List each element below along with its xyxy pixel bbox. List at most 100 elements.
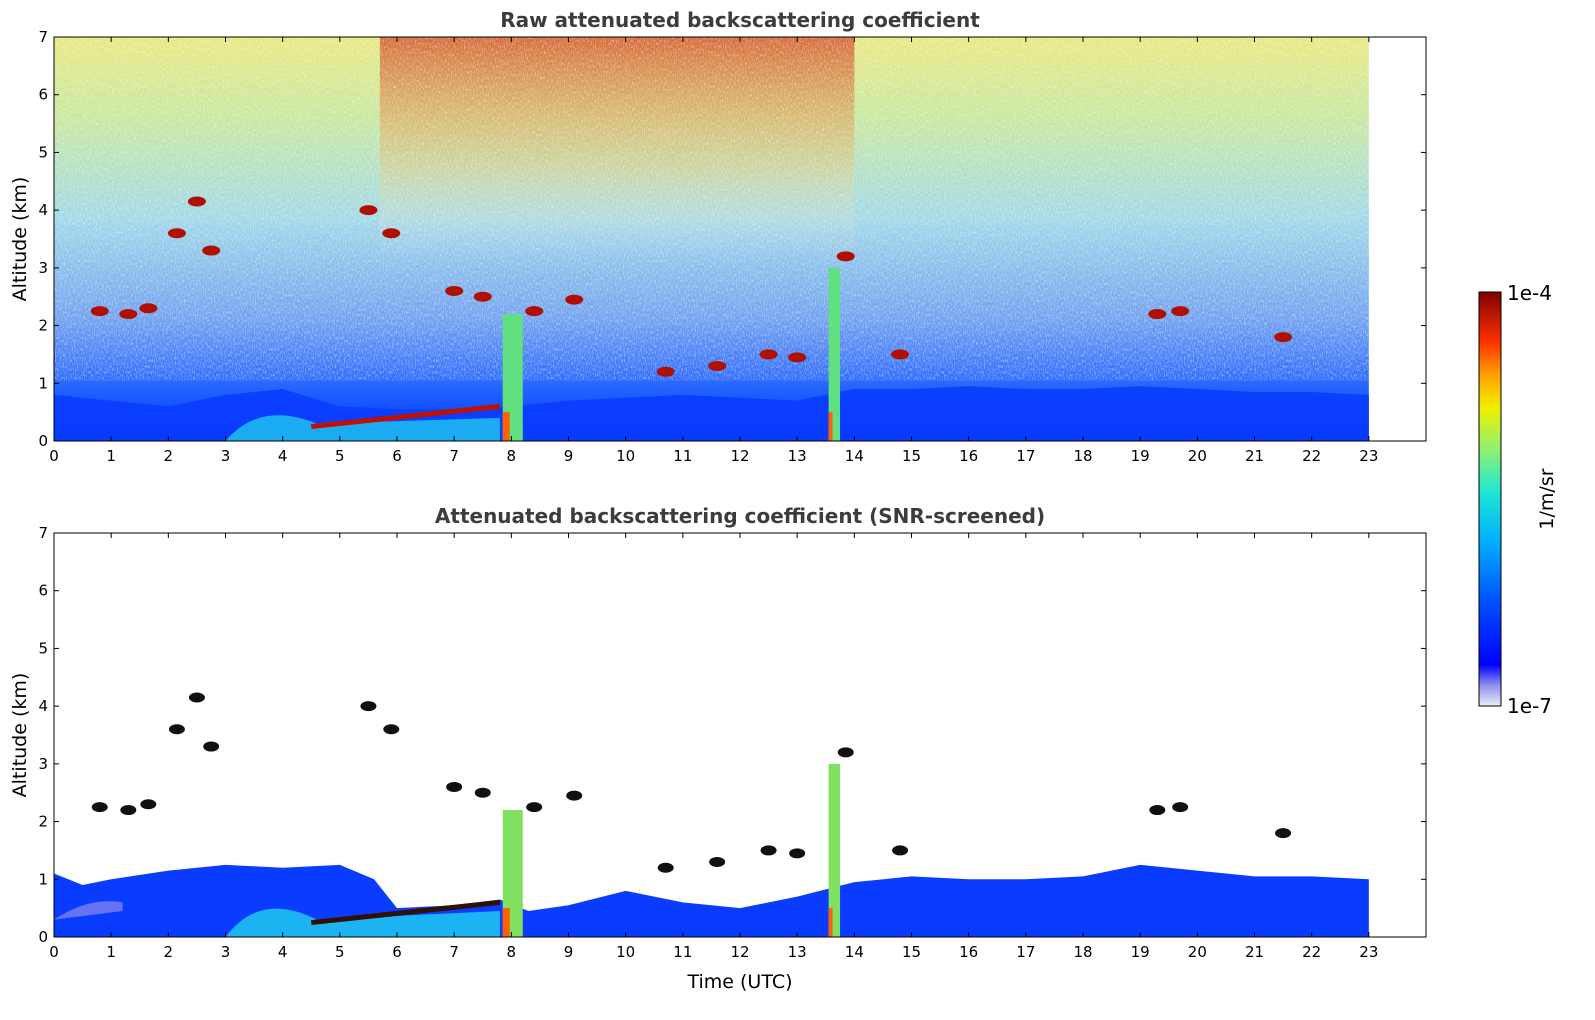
- raw-cloud-feature: [1171, 306, 1190, 317]
- x-tick-label: 17: [1016, 943, 1035, 961]
- x-tick-label: 1: [106, 447, 116, 465]
- raw-aerosol-layer: [310, 403, 501, 430]
- screened-cloud-feature: [1275, 828, 1292, 839]
- panel2-x-label: Time (UTC): [686, 971, 792, 993]
- x-tick-label: 16: [959, 943, 978, 961]
- screened-precipitation-column: [828, 763, 841, 937]
- screened-backscatter-panel: Attenuated backscattering coefficient (S…: [9, 504, 1427, 993]
- x-tick-label: 3: [221, 943, 231, 961]
- x-tick-label: 10: [616, 447, 635, 465]
- colorbar: 1e-4 1e-7 1/m/sr: [1478, 281, 1558, 718]
- raw-cloud-feature: [1148, 309, 1167, 320]
- screened-cloud-feature: [526, 802, 543, 813]
- panel1-title: Raw attenuated backscattering coefficien…: [500, 8, 980, 32]
- x-tick-label: 14: [845, 447, 864, 465]
- y-tick-label: 0: [38, 432, 48, 450]
- screened-cloud-feature: [789, 848, 806, 859]
- screened-aerosol-band: [225, 908, 500, 937]
- raw-cloud-feature: [187, 196, 206, 207]
- screened-precipitation-column: [502, 810, 523, 937]
- screened-cloud-feature: [446, 781, 463, 792]
- y-tick-label: 3: [38, 755, 48, 773]
- x-tick-label: 6: [392, 447, 402, 465]
- screened-cloud-feature: [657, 862, 674, 873]
- raw-cloud-feature: [473, 291, 492, 302]
- raw-aerosol-band: [225, 415, 500, 441]
- screened-backscatter-image: [54, 692, 1369, 937]
- raw-speckle: [54, 37, 1369, 381]
- x-tick-label: 21: [1245, 943, 1264, 961]
- x-tick-label: 9: [564, 447, 574, 465]
- x-tick-label: 13: [788, 447, 807, 465]
- raw-precipitation-core: [502, 412, 510, 441]
- panel2-title: Attenuated backscattering coefficient (S…: [435, 504, 1045, 528]
- raw-precipitation-column: [502, 314, 523, 441]
- x-tick-label: 19: [1131, 943, 1150, 961]
- x-tick-label: 8: [507, 943, 517, 961]
- screened-cloud-feature: [383, 724, 400, 735]
- panel2-x-ticks: 0 1 2 3 4 5 6 7 8 9 10 11 12 13 14 15 16 17 18 19 20 21 22 23: [49, 533, 1378, 961]
- x-tick-label: 2: [164, 943, 174, 961]
- x-tick-label: 22: [1302, 943, 1321, 961]
- x-tick-label: 12: [730, 943, 749, 961]
- colorbar-gradient: [1478, 291, 1502, 707]
- x-tick-label: 14: [845, 943, 864, 961]
- x-tick-label: 21: [1245, 447, 1264, 465]
- x-tick-label: 7: [449, 943, 459, 961]
- raw-cloud-feature: [525, 306, 544, 317]
- raw-backscatter-panel: Raw attenuated backscattering coefficien…: [9, 8, 1427, 465]
- y-tick-label: 5: [38, 143, 48, 161]
- y-tick-label: 7: [38, 524, 48, 542]
- screened-cloud-feature: [1149, 805, 1166, 816]
- raw-cloud-feature: [1274, 332, 1293, 343]
- raw-backscatter-image: [54, 37, 1369, 441]
- y-tick-label: 5: [38, 639, 48, 657]
- x-tick-label: 8: [507, 447, 517, 465]
- screened-precipitation-core: [828, 908, 833, 937]
- x-tick-label: 4: [278, 447, 288, 465]
- x-tick-label: 18: [1073, 447, 1092, 465]
- screened-cloud-feature: [140, 799, 157, 810]
- screened-cloud-feature: [837, 747, 854, 758]
- x-tick-label: 19: [1131, 447, 1150, 465]
- y-tick-label: 1: [38, 374, 48, 392]
- x-tick-label: 20: [1188, 943, 1207, 961]
- x-tick-label: 11: [673, 447, 692, 465]
- screened-cloud-feature: [892, 845, 909, 856]
- raw-precipitation-core: [828, 412, 833, 441]
- raw-cloud-feature: [759, 349, 778, 360]
- screened-cloud-feature: [203, 741, 220, 752]
- y-tick-label: 0: [38, 928, 48, 946]
- x-tick-label: 4: [278, 943, 288, 961]
- y-tick-label: 3: [38, 259, 48, 277]
- y-tick-label: 2: [38, 317, 48, 335]
- colorbar-min-label: 1e-7: [1507, 694, 1552, 718]
- y-tick-label: 1: [38, 870, 48, 888]
- raw-cloud-feature: [382, 228, 401, 239]
- screened-cloud-feature: [709, 856, 726, 867]
- colorbar-max-label: 1e-4: [1507, 281, 1552, 305]
- x-tick-label: 0: [49, 943, 59, 961]
- raw-cloud-feature: [167, 228, 186, 239]
- x-tick-label: 2: [164, 447, 174, 465]
- x-tick-label: 5: [335, 943, 345, 961]
- x-tick-label: 15: [902, 943, 921, 961]
- y-tick-label: 6: [38, 86, 48, 104]
- screened-cloud-feature: [474, 787, 491, 798]
- y-tick-label: 2: [38, 813, 48, 831]
- x-tick-label: 3: [221, 447, 231, 465]
- screened-cloud-feature: [566, 790, 583, 801]
- panel2-y-label: Altitude (km): [9, 673, 31, 798]
- colorbar-unit-label: 1/m/sr: [1536, 468, 1558, 529]
- screened-cloud-feature: [91, 802, 108, 813]
- raw-cloud-feature: [836, 251, 855, 262]
- x-tick-label: 22: [1302, 447, 1321, 465]
- x-tick-label: 10: [616, 943, 635, 961]
- panel1-y-ticks: 0 1 2 3 4 5 6 7: [38, 28, 1426, 450]
- x-tick-label: 6: [392, 943, 402, 961]
- screened-precipitation-core: [502, 908, 510, 937]
- raw-cloud-feature: [445, 285, 464, 296]
- y-tick-label: 6: [38, 582, 48, 600]
- raw-precipitation-column: [828, 267, 841, 441]
- screened-aerosol-layer: [310, 899, 501, 926]
